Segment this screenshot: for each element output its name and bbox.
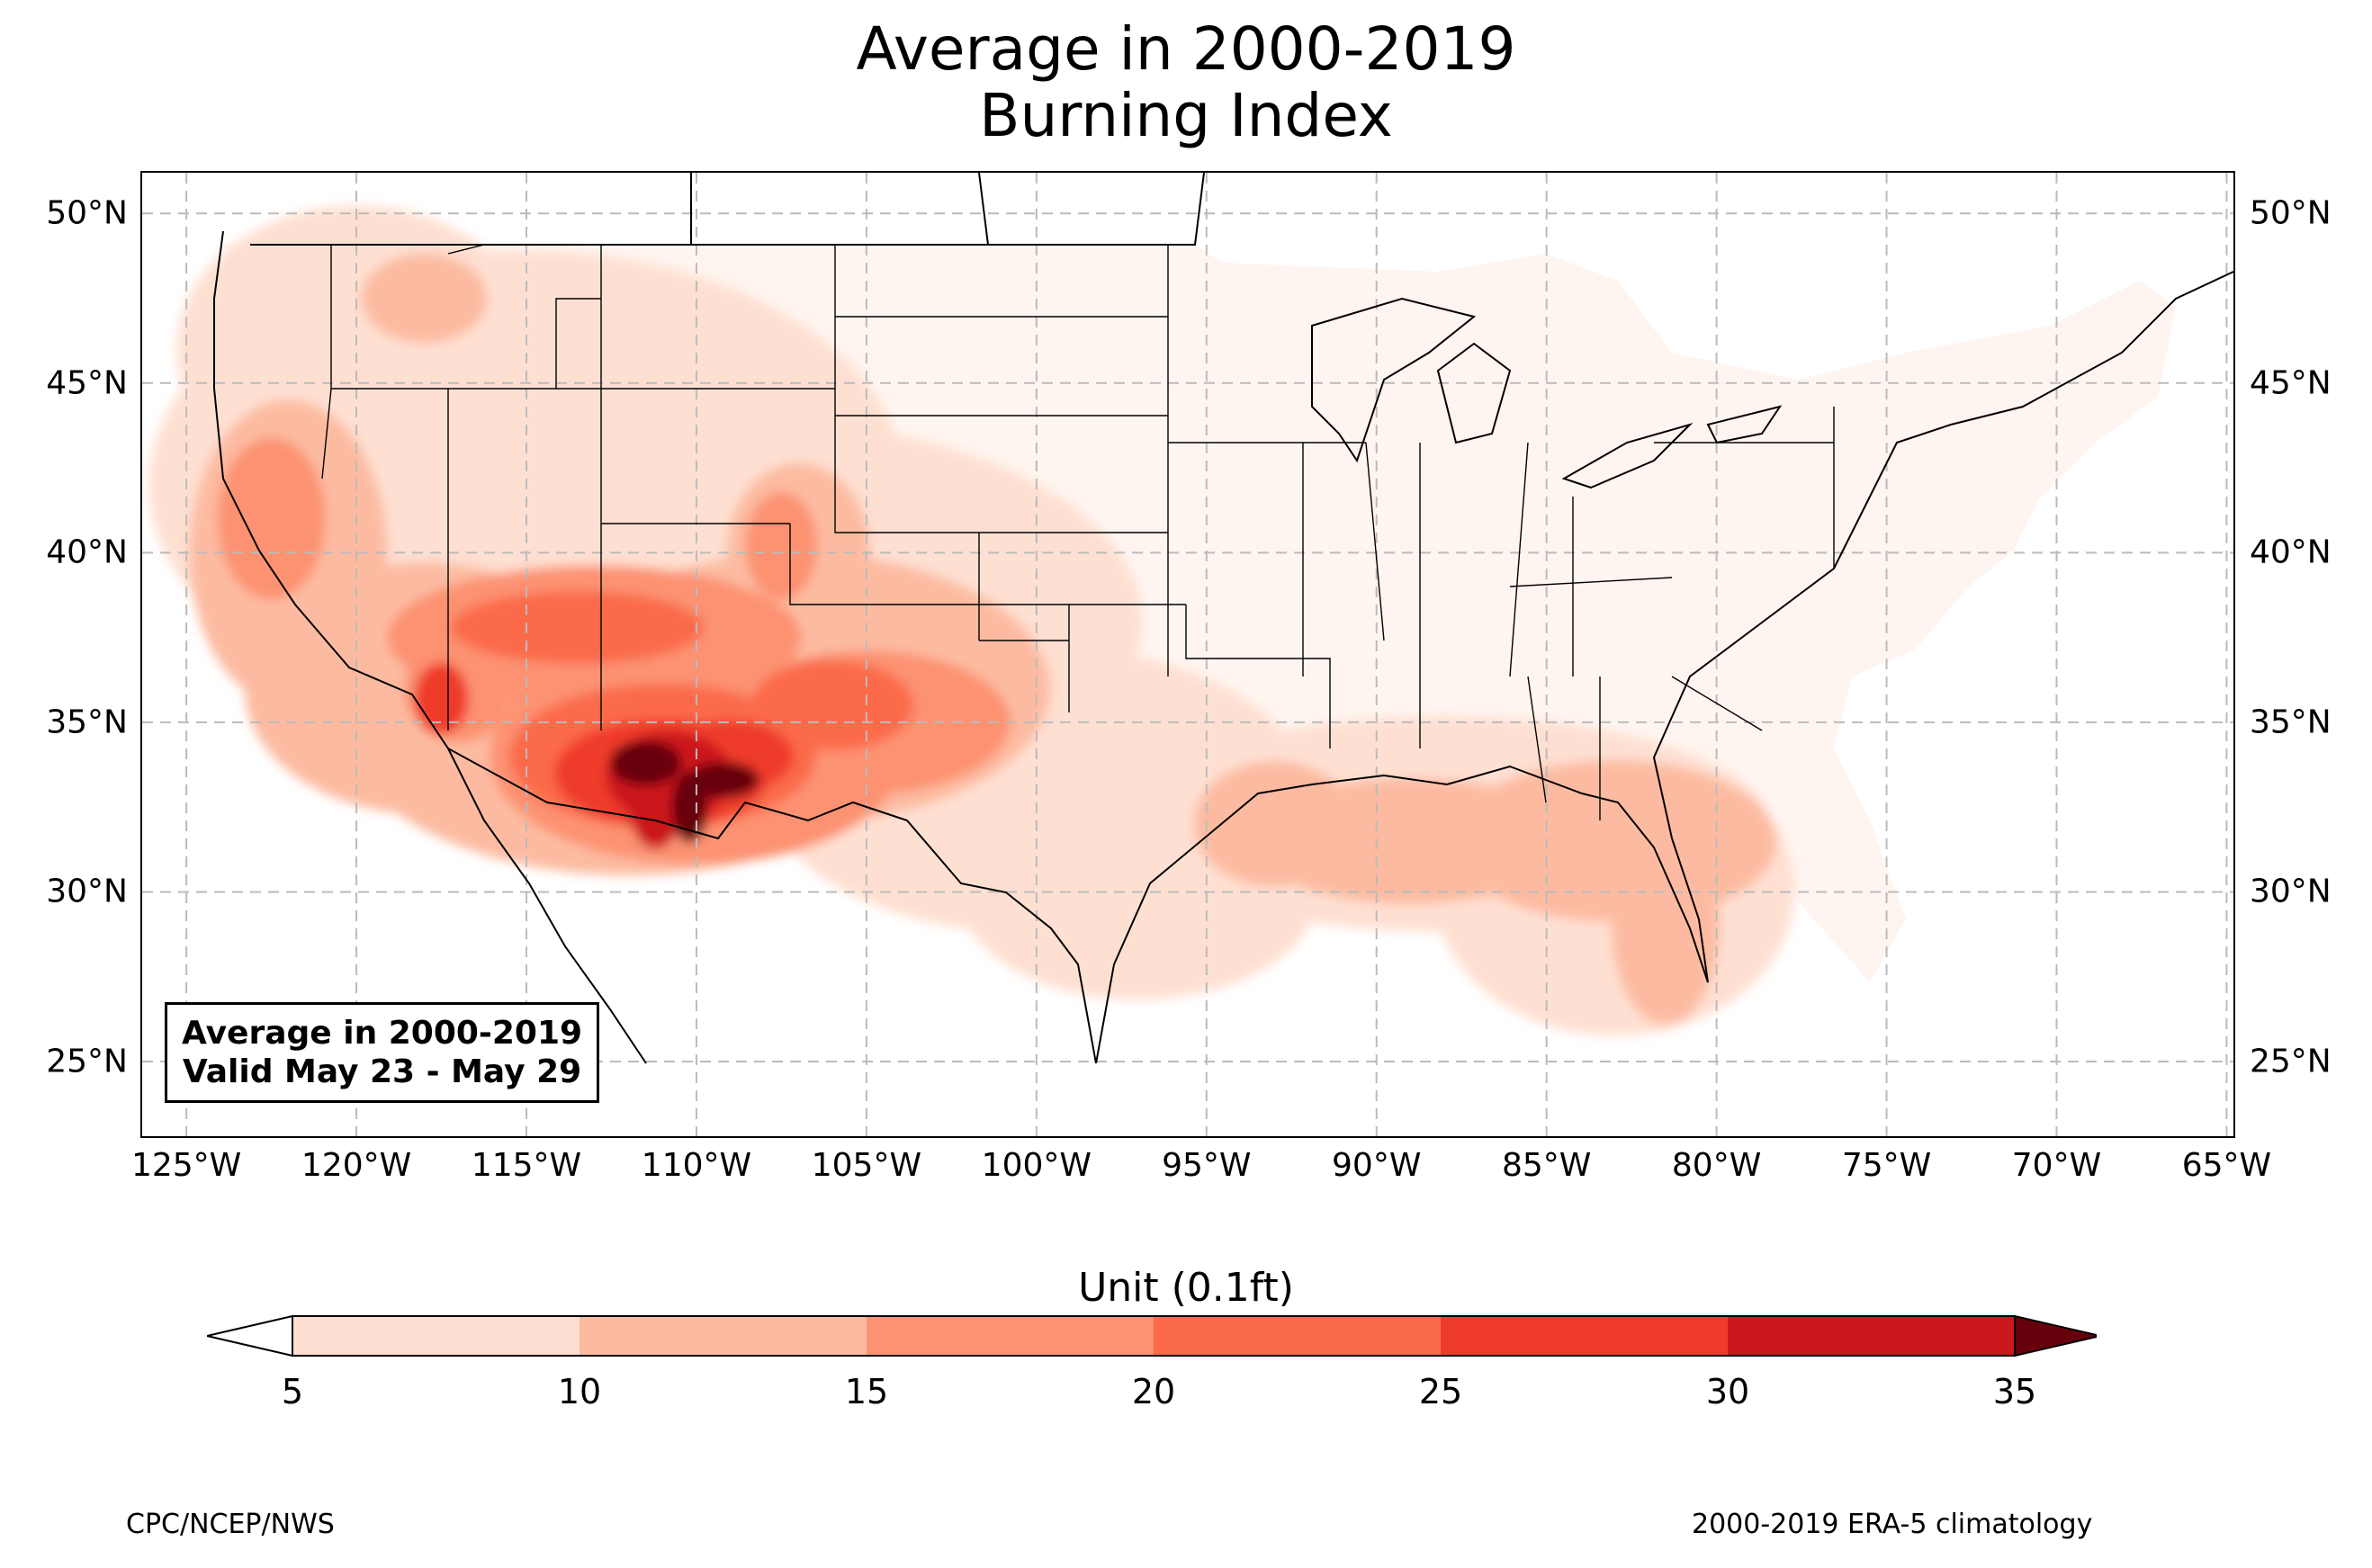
burning-index-region [687, 762, 760, 799]
colorbar-bin [867, 1316, 1154, 1356]
title-line-1: Average in 2000-2019 [856, 14, 1516, 84]
us-canada-border [250, 173, 1205, 246]
us-mexico-border [447, 748, 1097, 1064]
colorbar-bin [292, 1316, 580, 1356]
lon-label: 120°W [301, 1147, 412, 1184]
burning-index-region [745, 491, 818, 600]
lat-label-left: 45°N [46, 364, 128, 402]
colorbar-tick-label: 15 [844, 1372, 889, 1411]
lat-label-left: 50°N [46, 194, 128, 232]
colorbar-tick-label: 35 [1992, 1372, 2037, 1411]
burning-index-region [1193, 761, 1356, 888]
colorbar-under-arrow [207, 1314, 293, 1357]
lon-label: 100°W [981, 1147, 1092, 1184]
gulf-coast [1095, 765, 1709, 1064]
info-box-line-1: Average in 2000-2019 [182, 1015, 583, 1052]
lon-label: 110°W [641, 1147, 752, 1184]
colorbar-over-arrow [2014, 1314, 2097, 1357]
map-panel [140, 171, 2235, 1138]
burning-index-region [217, 437, 326, 600]
burning-index-region [361, 253, 488, 344]
lat-label-left: 40°N [46, 533, 128, 571]
lon-label: 105°W [811, 1147, 922, 1184]
state-borders [321, 244, 1835, 820]
lat-label-right: 45°N [2250, 364, 2332, 402]
colorbar-tick-label: 10 [557, 1372, 602, 1411]
title-line-2: Burning Index [979, 80, 1393, 150]
borders [213, 173, 2233, 1064]
lon-label: 95°W [1162, 1147, 1252, 1184]
burning-index-region [751, 660, 914, 751]
burning-index-region [1611, 827, 1720, 1026]
lon-label: 125°W [130, 1147, 242, 1184]
lon-label: 75°W [1841, 1147, 1932, 1184]
lat-label-right: 40°N [2250, 533, 2332, 571]
lon-label: 85°W [1501, 1147, 1592, 1184]
colorbar-bin [580, 1316, 867, 1356]
colorbar-tick-label: 25 [1418, 1372, 1463, 1411]
lon-label: 65°W [2181, 1147, 2272, 1184]
colorbar-title: Unit (0.1ft) [1078, 1265, 1294, 1311]
info-box-line-2: Valid May 23 - May 29 [182, 1053, 582, 1091]
colorbar-tick-label: 30 [1705, 1372, 1750, 1411]
lat-label-right: 30°N [2250, 873, 2332, 910]
lat-label-left: 30°N [46, 873, 128, 910]
burning-index-region [451, 591, 704, 664]
west-coast [213, 230, 449, 749]
lon-label: 90°W [1332, 1147, 1422, 1184]
burning-index-map [142, 173, 2233, 1136]
lon-label: 115°W [471, 1147, 582, 1184]
colorbar-bin [1728, 1316, 2015, 1356]
map-title: Average in 2000-2019 Burning Index [0, 16, 2372, 149]
east-coast [1652, 271, 2233, 839]
lat-label-right: 50°N [2250, 194, 2332, 232]
lat-label-left: 25°N [46, 1043, 128, 1080]
graticule [142, 173, 2233, 1136]
lon-label: 80°W [1671, 1147, 1762, 1184]
colorbar-tick-label: 20 [1131, 1372, 1176, 1411]
info-box: Average in 2000-2019 Valid May 23 - May … [165, 1002, 600, 1104]
footer-left: CPC/NCEP/NWS [126, 1509, 335, 1540]
footer-right: 2000-2019 ERA-5 climatology [1692, 1509, 2093, 1540]
colorbar-bin [1154, 1316, 1441, 1356]
colorbar-outline [292, 1315, 2016, 1357]
burning-index-region [414, 662, 469, 735]
lat-label-right: 35°N [2250, 703, 2332, 741]
lat-label-left: 35°N [46, 703, 128, 741]
lon-label: 70°W [2011, 1147, 2102, 1184]
canada-line-2 [978, 173, 989, 246]
lat-label-right: 25°N [2250, 1043, 2332, 1080]
colorbar-tick-label: 5 [281, 1372, 304, 1411]
baja [447, 748, 647, 1064]
burning-index-region [609, 740, 682, 786]
great-lakes [1311, 297, 1783, 489]
colorbar [207, 1314, 2097, 1357]
colorbar-bin [1441, 1316, 1728, 1356]
